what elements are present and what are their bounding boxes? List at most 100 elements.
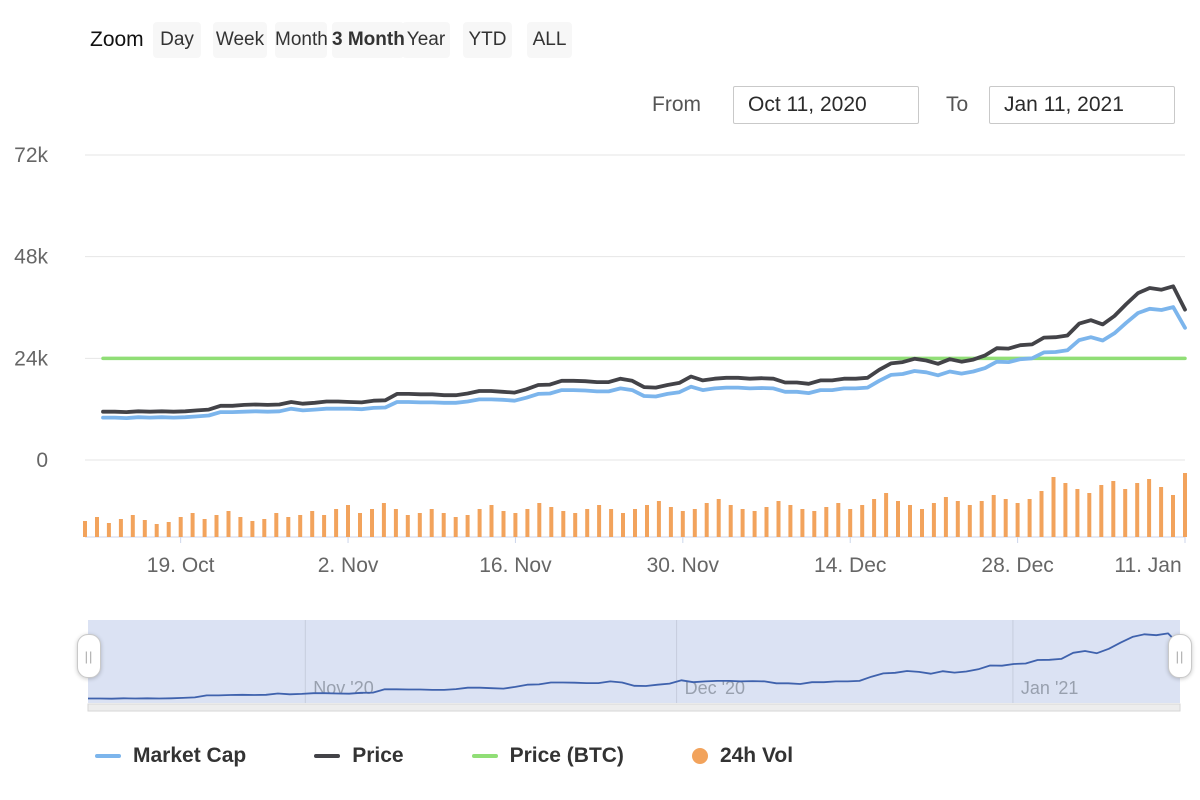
volume-bar[interactable] (609, 509, 614, 537)
volume-bar[interactable] (621, 513, 625, 537)
volume-bar[interactable] (106, 523, 111, 537)
volume-bar[interactable] (370, 509, 374, 537)
volume-bar[interactable] (979, 501, 984, 537)
volume-bar[interactable] (943, 497, 948, 537)
volume-bar[interactable] (1123, 489, 1128, 537)
volume-bar[interactable] (1087, 493, 1092, 537)
volume-bar[interactable] (190, 513, 195, 537)
from-date-input[interactable] (733, 86, 919, 124)
volume-bar[interactable] (1027, 499, 1032, 537)
range-button-3-month[interactable]: 3 Month (332, 22, 405, 58)
volume-bar[interactable] (202, 519, 207, 537)
volume-bar[interactable] (920, 509, 924, 537)
volume-bar[interactable] (298, 515, 303, 537)
volume-bar[interactable] (262, 519, 267, 537)
volume-bar[interactable] (1159, 487, 1164, 537)
volume-bar[interactable] (429, 509, 434, 537)
volume-bar[interactable] (405, 515, 410, 537)
volume-bar[interactable] (824, 507, 829, 537)
volume-bar[interactable] (1063, 483, 1068, 537)
to-date-input[interactable] (989, 86, 1175, 124)
volume-bar[interactable] (130, 515, 135, 537)
volume-bar[interactable] (286, 517, 291, 537)
volume-bar[interactable] (118, 519, 123, 537)
navigator-left-handle[interactable]: || (77, 634, 101, 678)
volume-bar[interactable] (274, 513, 279, 537)
volume-bar[interactable] (334, 509, 339, 537)
volume-bar[interactable] (214, 515, 219, 537)
navigator-right-handle[interactable]: || (1168, 634, 1192, 678)
volume-bar[interactable] (668, 507, 673, 537)
volume-bar[interactable] (931, 503, 936, 537)
volume-bar[interactable] (166, 522, 171, 537)
navigator-selected-range[interactable] (88, 620, 1180, 703)
range-button-month[interactable]: Month (275, 22, 328, 58)
range-button-year[interactable]: Year (402, 22, 450, 58)
volume-bar[interactable] (489, 505, 494, 537)
price-line[interactable] (101, 284, 1187, 415)
volume-bar[interactable] (1171, 495, 1175, 537)
volume-bar[interactable] (537, 503, 542, 537)
navigator-scrollbar-track[interactable] (87, 703, 1181, 712)
volume-bar[interactable] (597, 505, 602, 537)
volume-bar[interactable] (764, 507, 769, 537)
volume-bar[interactable] (1039, 491, 1044, 537)
volume-bar[interactable] (95, 517, 99, 537)
volume-bar[interactable] (154, 524, 159, 537)
volume-bar[interactable] (453, 517, 458, 537)
volume-bar[interactable] (346, 505, 350, 537)
volume-bar[interactable] (812, 511, 817, 537)
volume-bar[interactable] (645, 505, 649, 537)
volume-bar[interactable] (322, 515, 327, 537)
volume-bar[interactable] (441, 513, 446, 537)
volume-bar[interactable] (704, 503, 709, 537)
volume-bar[interactable] (1003, 499, 1008, 537)
volume-bar[interactable] (393, 509, 398, 537)
range-button-ytd[interactable]: YTD (463, 22, 512, 58)
market-cap-line[interactable] (101, 305, 1187, 421)
volume-bar[interactable] (358, 513, 362, 537)
range-button-day[interactable]: Day (153, 22, 201, 58)
volume-bar[interactable] (1183, 473, 1187, 537)
volume-bar[interactable] (728, 505, 733, 537)
volume-bar[interactable] (381, 503, 386, 537)
legend-item-market-cap[interactable]: Market Cap (95, 744, 246, 768)
volume-bar[interactable] (848, 509, 853, 537)
volume-bar[interactable] (800, 509, 805, 537)
volume-bar[interactable] (740, 509, 745, 537)
volume-bar[interactable] (1147, 479, 1152, 537)
volume-bar[interactable] (501, 511, 506, 537)
volume-bar[interactable] (633, 509, 637, 537)
volume-bar[interactable] (836, 503, 841, 537)
volume-bar[interactable] (585, 509, 590, 537)
volume-bar[interactable] (465, 515, 470, 537)
legend-item-price[interactable]: Price (314, 744, 404, 768)
volume-bar[interactable] (142, 520, 147, 537)
legend-item-24h-vol[interactable]: 24h Vol (691, 744, 793, 768)
volume-bar[interactable] (1015, 503, 1020, 537)
volume-bar[interactable] (752, 511, 757, 537)
volume-bar[interactable] (656, 501, 661, 537)
volume-bar[interactable] (83, 521, 87, 537)
volume-bar[interactable] (238, 517, 243, 537)
volume-bar[interactable] (573, 513, 578, 537)
volume-bar[interactable] (513, 513, 518, 537)
volume-bar[interactable] (250, 521, 255, 537)
volume-bar[interactable] (860, 505, 865, 537)
volume-bar[interactable] (1075, 489, 1080, 537)
volume-bar[interactable] (1051, 477, 1056, 537)
volume-bar[interactable] (549, 507, 554, 537)
volume-bar[interactable] (417, 513, 422, 537)
volume-bar[interactable] (872, 499, 877, 537)
volume-bar[interactable] (776, 501, 781, 537)
volume-bar[interactable] (1099, 485, 1104, 537)
volume-bar[interactable] (788, 505, 793, 537)
legend-item-price-btc[interactable]: Price (BTC) (471, 744, 624, 768)
volume-bar[interactable] (226, 511, 231, 537)
volume-bar[interactable] (525, 509, 530, 537)
volume-bar[interactable] (991, 495, 996, 537)
volume-bar[interactable] (955, 501, 960, 537)
volume-bar[interactable] (692, 509, 697, 537)
volume-bar[interactable] (884, 493, 889, 537)
range-button-all[interactable]: ALL (527, 22, 572, 58)
